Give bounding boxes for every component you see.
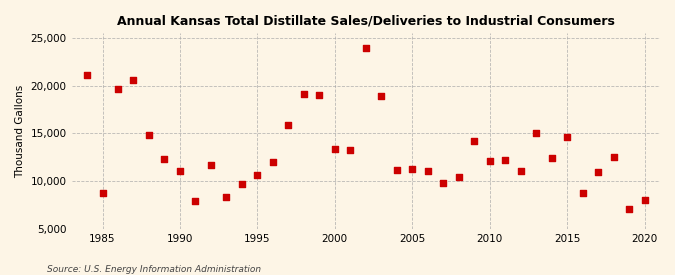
Point — [392, 168, 402, 172]
Point — [314, 93, 325, 97]
Point — [515, 168, 526, 173]
Point — [82, 73, 92, 78]
Point — [205, 163, 216, 167]
Point — [546, 156, 557, 160]
Title: Annual Kansas Total Distillate Sales/Deliveries to Industrial Consumers: Annual Kansas Total Distillate Sales/Del… — [117, 15, 615, 28]
Point — [531, 131, 541, 135]
Point — [221, 194, 232, 199]
Point — [407, 167, 418, 171]
Point — [360, 45, 371, 50]
Text: Source: U.S. Energy Information Administration: Source: U.S. Energy Information Administ… — [47, 265, 261, 274]
Point — [252, 173, 263, 177]
Point — [608, 155, 619, 160]
Point — [468, 139, 479, 144]
Point — [423, 168, 433, 173]
Point — [175, 169, 186, 174]
Point — [376, 94, 387, 98]
Point — [329, 147, 340, 151]
Point — [577, 191, 588, 196]
Point — [454, 175, 464, 179]
Point — [484, 159, 495, 163]
Point — [298, 92, 309, 97]
Point — [159, 157, 170, 161]
Point — [562, 135, 572, 139]
Point — [267, 160, 278, 165]
Point — [190, 199, 201, 204]
Point — [97, 191, 108, 196]
Point — [113, 86, 124, 91]
Point — [283, 123, 294, 128]
Point — [128, 78, 139, 82]
Point — [624, 207, 634, 211]
Point — [144, 133, 155, 138]
Point — [593, 170, 603, 174]
Point — [500, 158, 510, 162]
Point — [639, 197, 650, 202]
Point — [236, 182, 247, 186]
Point — [438, 181, 449, 185]
Y-axis label: Thousand Gallons: Thousand Gallons — [15, 84, 25, 178]
Point — [345, 147, 356, 152]
